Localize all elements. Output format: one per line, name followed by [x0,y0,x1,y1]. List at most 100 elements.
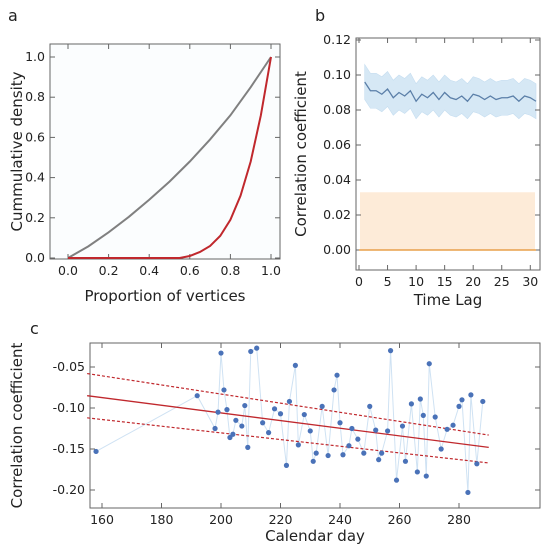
data-point [417,396,423,402]
x-tick-label: 0.4 [139,263,159,278]
red-curve [68,56,272,259]
y-axis-label: Cummulative density [8,71,26,231]
data-point [307,428,313,434]
y-tick-label: 1.0 [25,49,45,64]
data-point [218,350,224,356]
data-point [346,443,352,449]
data-point [248,348,254,355]
plot-b: 0 5 10 15 20 25 30 0.00 0.02 0.04 0.06 0.08 0.10 0.12… [292,32,541,309]
x-tick-label: 0.2 [99,263,119,278]
data-point [376,457,382,463]
data-point [379,450,385,456]
data-point [465,489,471,496]
data-point [319,403,325,409]
x-tick-label: 260 [388,512,412,527]
x-tick-label: 10 [408,274,424,289]
x-tick-label: 240 [328,512,352,527]
y-axis-label: Correlation coefficient [8,343,26,509]
data-point [286,398,293,405]
data-point [334,372,340,378]
panel-label-c: c [30,319,39,338]
y-tick-label: 0.00 [323,242,351,257]
data-point [432,414,438,420]
data-point [331,387,337,393]
plot-frame [89,342,541,509]
data-point [271,406,278,412]
data-point [260,420,266,426]
data-point [310,458,316,464]
data-point [402,458,409,464]
x-tick-label: 200 [209,512,233,527]
confidence-band [364,63,537,120]
data-point [266,430,272,436]
y-axis-label: Correlation coefficient [292,71,310,237]
data-point [93,448,99,455]
data-point [194,393,200,399]
x-tick-label: 1.0 [261,263,281,278]
x-axis-label: Proportion of vertices [84,287,245,305]
y-tick-label: 0.02 [323,207,351,222]
y-tick-label: 0.08 [323,102,351,117]
x-tick-label: 180 [150,512,174,527]
series-connector [95,347,484,493]
data-point [450,422,456,428]
data-point [242,402,248,409]
x-tick-label: 0.6 [180,263,200,278]
y-tick-label: 0.06 [323,137,351,152]
x-tick-label: 0.8 [220,263,240,278]
x-tick-label: 5 [384,274,392,289]
y-tick-label: 0.0 [25,250,45,265]
null-band [360,192,535,250]
data-point [444,426,450,432]
y-tick-label: -0.20 [53,482,85,497]
plot-background [50,44,280,259]
data-point [423,473,429,479]
x-tick-label: 25 [494,274,510,289]
y-tick-label: -0.15 [53,441,85,456]
y-tick-label: 0.4 [25,170,45,185]
data-point [337,420,343,426]
plot-frame [355,37,541,271]
data-point [295,442,301,448]
y-tick-label: 0.04 [323,172,351,187]
y-tick-label: -0.10 [53,400,85,415]
y-tick-label: 0.6 [25,129,45,144]
data-point [245,444,251,450]
data-point [233,417,239,423]
data-point [408,401,414,407]
data-point [468,392,474,398]
data-point [301,411,307,418]
data-point [480,398,486,405]
regression-line [87,395,489,449]
y-tick-label: 0.2 [25,210,45,225]
x-tick-label: 160 [90,512,114,527]
y-tick-label: 0.12 [323,32,351,47]
data-point [349,425,355,432]
data-point [224,407,230,413]
data-point [385,428,391,434]
x-tick-label: 280 [447,512,471,527]
x-tick-label: 20 [465,274,481,289]
correlation-line [364,81,537,103]
data-point [367,403,373,409]
y-tick-label: 0.10 [323,67,351,82]
y-tick-label: -0.05 [53,359,85,374]
data-point [387,348,394,354]
x-tick-label: 30 [522,274,538,289]
data-point [340,452,346,458]
grey-curve [67,56,272,259]
data-point [399,423,406,429]
plot-a: 0.0 0.2 0.4 0.6 0.8 1.0 0.0 0.2 0.4 0.6 0.8 1.0 Prop… [8,43,281,305]
data-point [254,345,260,351]
data-point [393,477,400,483]
x-tick-label: 0 [355,274,363,289]
data-point [474,461,480,467]
data-point [355,436,361,442]
data-point [325,452,331,459]
x-axis-label: Calendar day [265,527,365,545]
x-tick-label: 0.0 [58,263,78,278]
data-point [212,425,218,432]
data-point [283,462,290,468]
x-tick-label: 15 [437,274,453,289]
